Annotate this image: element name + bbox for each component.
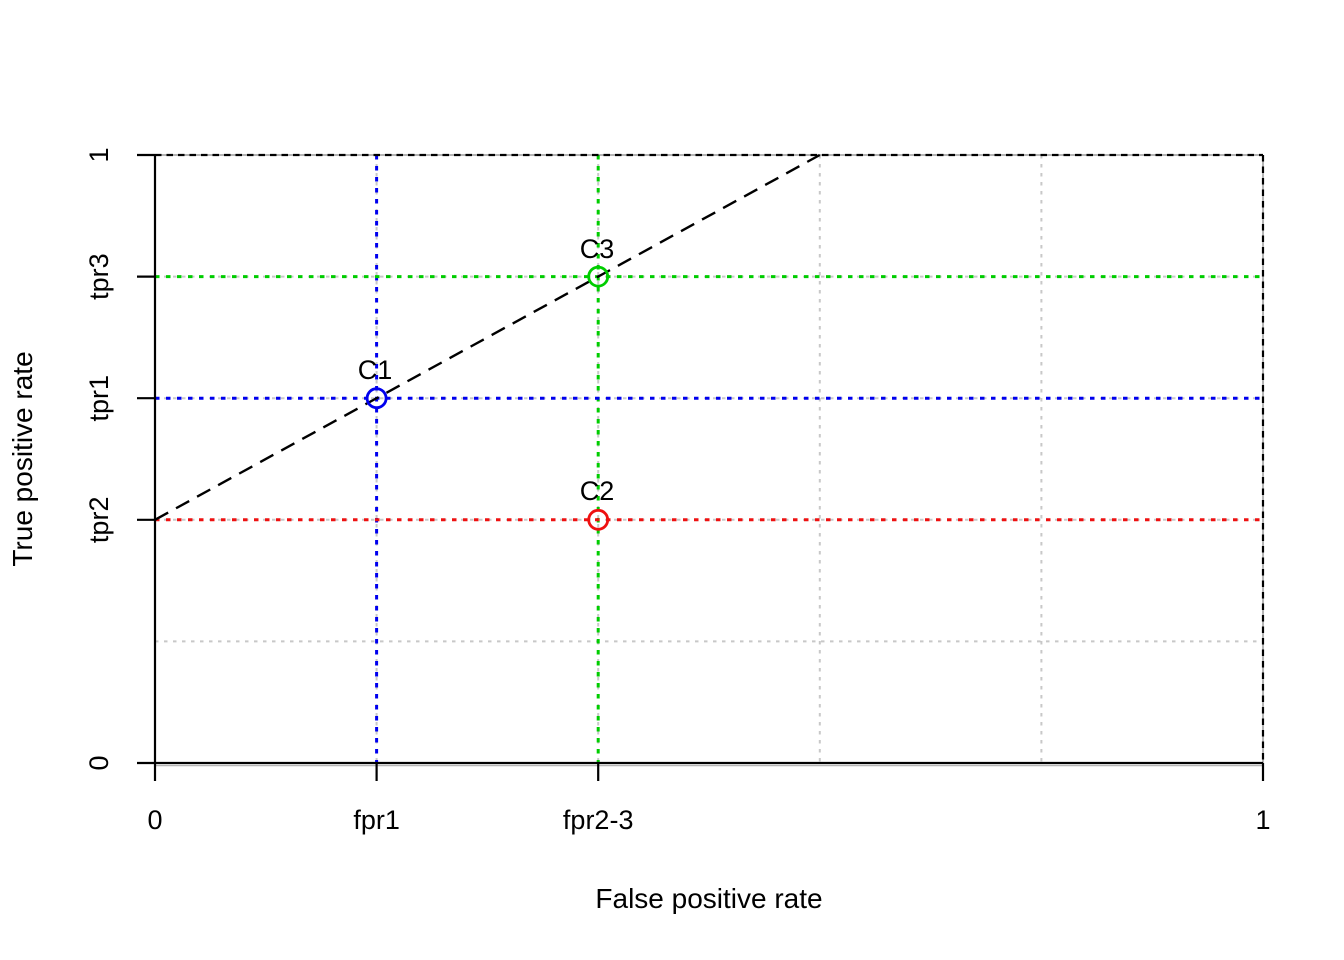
x-tick-label-fpr1: fpr1 (353, 805, 400, 835)
diagonal-reference-line (154, 153, 821, 521)
y-tick-label-1: 1 (84, 147, 114, 162)
point-label-c3: C3 (580, 234, 615, 264)
grid-edge-lines (155, 154, 1264, 767)
y-tick-label-tpr1: tpr1 (84, 375, 114, 422)
y-tick-labels: 0 tpr2 tpr1 tpr3 1 (84, 147, 114, 770)
point-c2 (587, 508, 610, 531)
axes (153, 155, 1263, 765)
x-tick-label-fpr2-3: fpr2-3 (563, 805, 634, 835)
x-tick-label-1: 1 (1255, 805, 1270, 835)
point-c3 (587, 265, 610, 288)
point-label-c1: C1 (358, 355, 393, 385)
grid-lines (155, 155, 1263, 763)
y-tick-marks (137, 153, 155, 765)
point-label-c2: C2 (580, 476, 615, 506)
x-axis-title: False positive rate (595, 883, 822, 914)
data-points (365, 265, 610, 531)
y-axis-title: True positive rate (7, 351, 38, 566)
y-tick-label-tpr3: tpr3 (84, 253, 114, 300)
x-tick-marks (153, 763, 1265, 781)
x-tick-label-0: 0 (147, 805, 162, 835)
point-labels: C1 C2 C3 (358, 234, 615, 506)
y-tick-label-0: 0 (84, 755, 114, 770)
y-tick-label-tpr2: tpr2 (84, 497, 114, 544)
point-c1 (365, 387, 388, 410)
guide-lines (155, 155, 1263, 763)
x-tick-labels: 0 fpr1 fpr2-3 1 (147, 805, 1270, 835)
